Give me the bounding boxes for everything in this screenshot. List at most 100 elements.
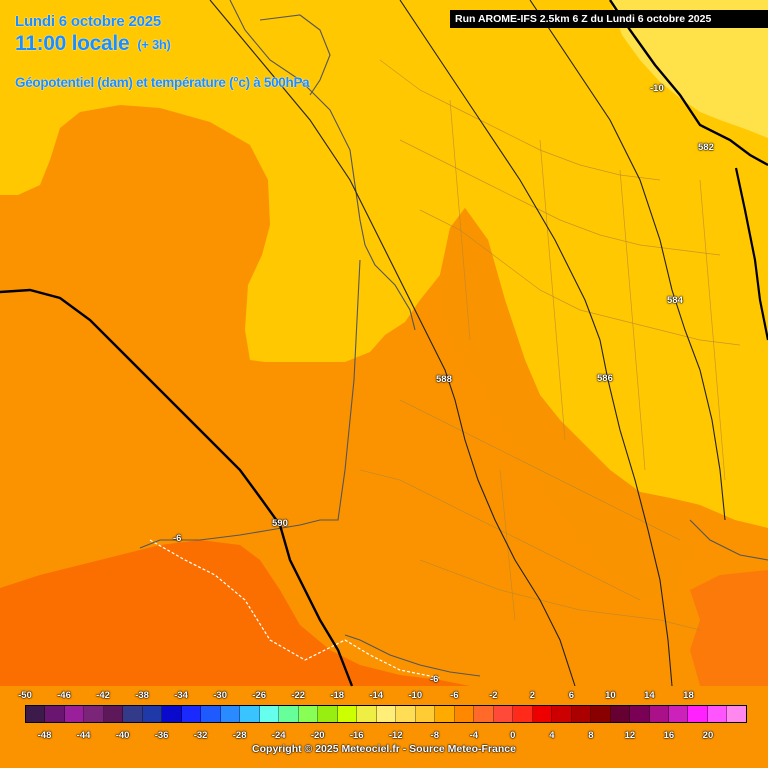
legend-swatch xyxy=(591,706,611,722)
legend-color-bar xyxy=(25,705,747,723)
contour-label-582: 582 xyxy=(698,142,714,153)
contour-584-line xyxy=(529,0,726,521)
legend-swatch xyxy=(337,706,358,722)
coastlines xyxy=(139,0,768,677)
legend-tick-label: -12 xyxy=(388,730,403,741)
isotherm-minus6 xyxy=(149,539,441,679)
legend-swatch xyxy=(454,706,475,722)
color-legend: -50 -46 -42 -38 -34 -30 -26 -22 -18 -14 -10 -6 -2 2 6 1… xyxy=(0,686,768,768)
legend-tick-label: 18 xyxy=(683,690,694,701)
legend-tick-label: -4 xyxy=(469,730,479,741)
contour-588-line xyxy=(209,0,576,687)
legend-tick-label: -22 xyxy=(291,690,306,701)
legend-swatch xyxy=(552,706,572,722)
legend-swatch xyxy=(630,706,650,722)
legend-tick-label: -36 xyxy=(154,730,169,741)
legend-swatch xyxy=(396,706,416,722)
geopotential-contours xyxy=(209,0,726,687)
legend-tick-label: 0 xyxy=(510,730,516,741)
legend-tick-label: -16 xyxy=(349,730,364,741)
legend-tick-label: -24 xyxy=(271,730,286,741)
legend-swatch xyxy=(84,706,104,722)
legend-tick-label: -28 xyxy=(232,730,247,741)
legend-swatch xyxy=(142,706,163,722)
legend-tick-label: -46 xyxy=(57,690,71,701)
legend-swatch xyxy=(45,706,65,722)
legend-swatch xyxy=(649,706,669,722)
legend-tick-label: -6 xyxy=(450,690,459,701)
forecast-time-value: 11:00 locale xyxy=(15,32,130,55)
legend-tick-label: -30 xyxy=(213,690,227,701)
contour-label-584: 584 xyxy=(667,295,683,306)
legend-swatch xyxy=(435,706,455,722)
run-banner: Run AROME-IFS 2.5km 6 Z du Lundi 6 octob… xyxy=(450,10,768,28)
contour-label-590: 590 xyxy=(272,518,288,529)
legend-swatch xyxy=(201,706,221,722)
legend-tick-label: -44 xyxy=(76,730,91,741)
legend-tick-label: 2 xyxy=(529,690,535,701)
contour-582-secondary xyxy=(734,167,768,341)
legend-swatch xyxy=(493,706,514,722)
map-parameter-title: Géopotentiel (dam) et température (°c) à… xyxy=(15,75,310,90)
legend-swatch xyxy=(181,706,202,722)
legend-tick-label: 12 xyxy=(624,730,636,741)
legend-swatch xyxy=(532,706,553,722)
legend-tick-label: -10 xyxy=(408,690,423,701)
legend-swatch xyxy=(279,706,299,722)
legend-tick-label: 14 xyxy=(644,690,655,701)
legend-swatch xyxy=(162,706,182,722)
legend-swatch xyxy=(123,706,143,722)
legend-tick-label: -38 xyxy=(135,690,149,701)
legend-tick-label: 8 xyxy=(588,730,594,741)
legend-tick-label: 4 xyxy=(549,730,555,741)
legend-tick-label: 20 xyxy=(702,730,714,741)
forecast-date: Lundi 6 octobre 2025 xyxy=(15,13,162,30)
legend-tick-label: -40 xyxy=(115,730,130,741)
legend-swatch xyxy=(727,706,746,722)
legend-tick-label: -18 xyxy=(330,690,345,701)
legend-swatch xyxy=(26,706,46,722)
isotherm-label-minus10: -10 xyxy=(650,83,664,94)
contour-590-line xyxy=(0,288,354,687)
legend-swatch xyxy=(259,706,280,722)
legend-tick-label: -42 xyxy=(96,690,110,701)
legend-tick-label: -20 xyxy=(310,730,325,741)
contour-label-588: 588 xyxy=(436,374,452,385)
legend-tick-label: 16 xyxy=(663,730,675,741)
legend-tick-label: -32 xyxy=(193,730,208,741)
legend-swatch xyxy=(474,706,494,722)
legend-tick-label: -48 xyxy=(37,730,52,741)
legend-tick-label: -34 xyxy=(174,690,188,701)
contour-label-586: 586 xyxy=(597,373,613,384)
legend-swatch xyxy=(318,706,338,722)
legend-swatch xyxy=(668,706,689,722)
legend-swatch xyxy=(376,706,397,722)
legend-swatch xyxy=(64,706,85,722)
legend-tick-label: 10 xyxy=(605,690,616,701)
temperature-zone-yellow xyxy=(0,0,768,528)
legend-swatch xyxy=(103,706,124,722)
legend-swatch xyxy=(240,706,260,722)
temperature-zone-dark-orange-se xyxy=(690,570,768,686)
legend-swatch xyxy=(707,706,728,722)
temperature-zone-pale-yellow xyxy=(610,0,768,138)
legend-swatch xyxy=(220,706,241,722)
legend-tick-label: -14 xyxy=(369,690,384,701)
legend-swatch xyxy=(298,706,319,722)
contour-582-line xyxy=(609,0,768,167)
forecast-time: 11:00 locale (+ 3h) xyxy=(15,32,171,56)
legend-tick-label: 6 xyxy=(568,690,575,701)
legend-tick-label: -8 xyxy=(430,730,439,741)
temperature-zone-orange-centre xyxy=(440,208,700,600)
forecast-lead: (+ 3h) xyxy=(137,37,171,52)
legend-swatch xyxy=(688,706,708,722)
legend-swatch xyxy=(571,706,592,722)
legend-swatch xyxy=(610,706,631,722)
copyright-notice: Copyright © 2025 Meteociel.fr - Source M… xyxy=(252,743,516,755)
contour-586-line xyxy=(399,0,673,687)
legend-swatch xyxy=(513,706,533,722)
legend-tick-label: -2 xyxy=(489,690,498,701)
temperature-zone-dark-orange xyxy=(0,540,470,686)
